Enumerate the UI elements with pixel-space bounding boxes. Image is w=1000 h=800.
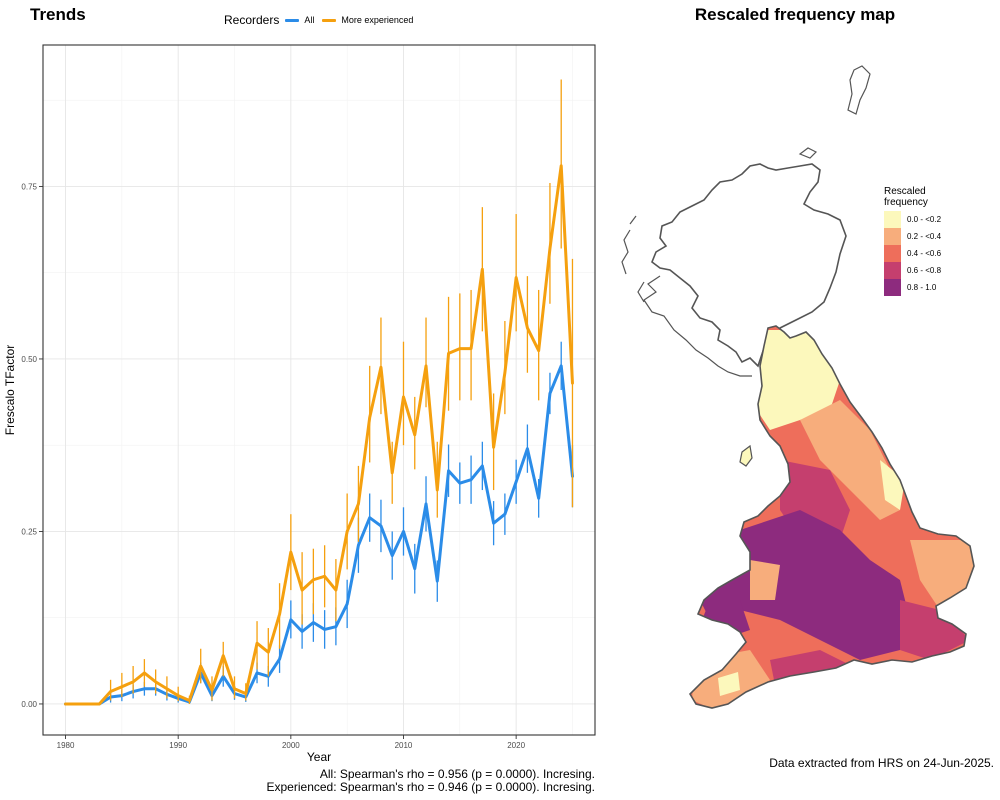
y-axis-label: Frescalo TFactor [3,345,17,435]
map-legend-swatch [884,245,901,262]
spearman-stats: All: Spearman's rho = 0.956 (p = 0.0000)… [150,767,596,794]
map-legend-row: 0.8 - 1.0 [884,279,941,296]
map-legend-row: 0.4 - <0.6 [884,245,941,262]
x-tick-label: 2000 [282,741,300,750]
legend-title: Recorders [224,13,280,27]
map-legend-row: 0.6 - <0.8 [884,262,941,279]
map-legend-swatch [884,262,901,279]
legend-label-all: All [304,15,315,25]
legend-swatch-all [285,18,300,22]
map-legend: Rescaled frequency 0.0 - <0.2 0.2 - <0.4 0… [884,186,941,296]
legend-label-more-experienced: More experienced [341,15,414,25]
map-legend-rows: 0.0 - <0.2 0.2 - <0.4 0.4 - <0.6 0.6 - <0.8… [884,211,941,296]
x-tick-label: 1990 [169,741,187,750]
map-legend-label: 0.0 - <0.2 [907,215,942,224]
hebrides [621,215,645,303]
legend-item-all: All [285,15,314,25]
y-tick-label: 0.50 [21,355,37,364]
map-legend-row: 0.2 - <0.4 [884,228,941,245]
line-all [64,364,574,706]
y-tick-label: 0.25 [21,527,37,536]
map-legend-title-line1: Rescaled [884,186,926,197]
map-legend-label: 0.2 - <0.4 [907,232,942,241]
map-legend-label: 0.4 - <0.6 [907,249,942,258]
x-tick-label: 2010 [395,741,413,750]
map-legend-title-line2: frequency [884,197,928,208]
frequency-map [621,65,975,709]
map-legend-swatch [884,211,901,228]
legend-item-more-experienced: More experienced [322,15,413,25]
series-all [64,341,574,706]
series-more-experienced [64,79,574,706]
map-legend-swatch [884,228,901,245]
x-axis: 1980 1990 2000 2010 2020 [57,735,526,750]
scotland-outline [651,163,847,368]
orkney-shetland [798,65,871,159]
map-title: Rescaled frequency map [694,5,896,24]
plot-border [42,44,596,736]
stats-all: All: Spearman's rho = 0.956 (p = 0.0000)… [319,767,595,781]
map-legend-row: 0.0 - <0.2 [884,211,941,228]
y-axis: 0.00 0.25 0.50 0.75 [21,182,43,709]
map-legend-label: 0.8 - 1.0 [907,283,937,292]
x-tick-label: 2020 [507,741,525,750]
line-more-experienced [64,164,574,706]
x-tick-label: 1980 [57,741,75,750]
map-legend-title: Rescaled frequency [884,186,941,208]
isle-of-man [739,444,753,467]
y-tick-label: 0.00 [21,700,37,709]
map-legend-label: 0.6 - <0.8 [907,266,942,275]
trends-title: Trends [30,5,86,24]
scotland-west-coast [643,275,752,377]
stats-experienced: Experienced: Spearman's rho = 0.946 (p =… [266,780,596,794]
data-footnote: Data extracted from HRS on 24-Jun-2025. [769,756,994,770]
y-tick-label: 0.75 [21,182,37,191]
england-wales-outline [688,325,975,709]
series-layer [64,79,574,706]
trend-chart: 1980 1990 2000 2010 2020 0.00 0.25 0.50 0.75 Ye… [3,44,596,764]
legend-swatch-more-experienced [322,18,337,22]
x-axis-label: Year [307,750,331,764]
chart-legend: Recorders All More experienced [224,13,421,27]
map-legend-swatch [884,279,901,296]
plot-background [43,45,595,735]
grid-minor [43,45,595,735]
